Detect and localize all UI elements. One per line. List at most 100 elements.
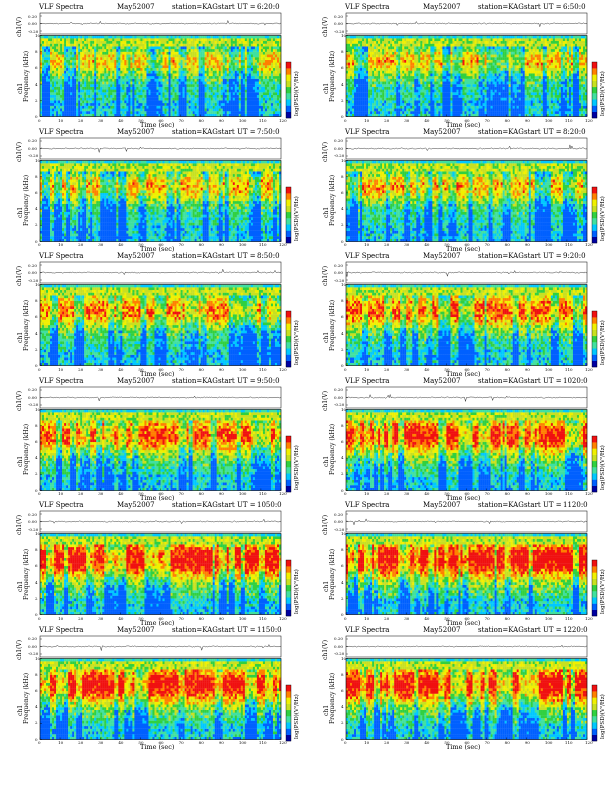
spectrogram-cell xyxy=(388,62,391,66)
spectrogram-cell xyxy=(106,65,109,69)
spectrogram-cell xyxy=(362,46,365,50)
spectrogram-cell xyxy=(234,105,237,109)
spectrogram-cell xyxy=(168,40,171,44)
spectrogram-cell xyxy=(136,49,139,52)
spectrogram-cell xyxy=(152,81,155,85)
spectrogram-cell xyxy=(208,65,211,69)
spectrogram-cell xyxy=(256,67,260,71)
spectrogram-cell xyxy=(98,108,101,112)
spectrogram-cell xyxy=(210,73,213,77)
spectrogram-cell xyxy=(352,103,355,106)
spectrogram-cell xyxy=(390,92,393,96)
spectrogram-cell xyxy=(116,113,119,117)
spectrogram-cell xyxy=(244,38,248,42)
spectrogram-cell xyxy=(356,108,359,112)
x-tick-label: 90 xyxy=(219,118,224,123)
spectrogram-cell xyxy=(254,62,258,66)
spectrogram-cell xyxy=(100,89,103,93)
spectrogram-cell xyxy=(250,59,254,63)
spectrogram-cell xyxy=(148,113,151,117)
spectrogram-cell xyxy=(204,38,207,42)
spectrogram-cell xyxy=(92,62,95,66)
spectrogram-cell xyxy=(144,43,147,47)
spectrogram-cell xyxy=(166,78,169,82)
spectrogram-cell xyxy=(136,59,139,63)
spectrogram-cell xyxy=(404,51,407,55)
spectrogram-cell xyxy=(354,51,357,55)
spectrogram-cell xyxy=(66,113,69,117)
spectrogram-cell xyxy=(250,54,254,58)
spectrogram-cell xyxy=(188,43,191,47)
spectrogram-cell xyxy=(266,108,270,112)
spectrogram-cell xyxy=(122,54,125,58)
spectrogram-cell xyxy=(390,46,393,50)
spectrogram-cell xyxy=(162,103,165,106)
spectrogram-cell xyxy=(278,78,282,82)
spectrogram-cell xyxy=(108,73,111,77)
spectrogram-cell xyxy=(258,105,262,109)
spectrogram-cell xyxy=(166,84,169,87)
spectrogram-cell xyxy=(176,51,179,55)
spectrogram-cell xyxy=(40,65,43,69)
spectrogram-cell xyxy=(56,113,59,117)
spectrogram-cell xyxy=(178,81,181,85)
spectrogram-cell xyxy=(128,86,131,90)
spectrogram-cell xyxy=(232,54,235,58)
spectrogram-cell xyxy=(48,100,51,104)
spectrogram-cell xyxy=(138,97,141,101)
spectrogram-cell xyxy=(114,46,117,50)
spectrogram-cell xyxy=(238,78,241,82)
spectrogram-cell xyxy=(164,100,167,104)
spectrogram-cell xyxy=(152,108,155,112)
spectrogram-cell xyxy=(122,113,125,117)
spectrogram-cell xyxy=(362,54,365,58)
spectrogram-cell xyxy=(246,111,250,114)
spectrogram-cell xyxy=(132,65,135,69)
spectrogram-cell xyxy=(208,67,211,71)
spectrogram-cell xyxy=(100,70,103,74)
spectrogram-cell xyxy=(148,49,151,52)
spectrogram-cell xyxy=(162,65,165,69)
spectrogram-cell xyxy=(420,43,423,47)
spectrogram-cell xyxy=(362,89,365,93)
spectrogram-cell xyxy=(252,35,256,39)
spectrogram-cell xyxy=(262,35,266,39)
spectrogram-cell xyxy=(42,86,45,90)
spectrogram-cell xyxy=(390,54,393,58)
spectrogram-cell xyxy=(72,67,75,71)
spectrogram-cell xyxy=(172,49,175,52)
spectrogram-cell xyxy=(384,51,387,55)
spectrogram-cell xyxy=(430,51,433,55)
spectrogram-cell xyxy=(264,59,268,63)
spectrogram-cell xyxy=(48,59,51,63)
spectrogram-cell xyxy=(412,51,415,55)
spectrogram-cell xyxy=(48,35,51,39)
spectrogram-cell xyxy=(78,40,81,44)
spectrogram-cell xyxy=(54,49,57,52)
spectrogram-cell xyxy=(50,51,53,55)
spectrogram-cell xyxy=(408,108,411,112)
spectrogram-cell xyxy=(102,43,105,47)
spectrogram-cell xyxy=(196,59,199,63)
spectrogram-cell xyxy=(200,86,203,90)
spectrogram-cell xyxy=(352,97,355,101)
spectrogram-cell xyxy=(276,81,280,85)
spectrogram-cell xyxy=(76,81,79,85)
spectrogram-cell xyxy=(148,70,151,74)
spectrogram-cell xyxy=(212,108,215,112)
spectrogram-cell xyxy=(178,78,181,82)
spectrogram-cell xyxy=(430,94,433,98)
spectrogram-cell xyxy=(64,81,67,85)
spectrogram-cell xyxy=(206,89,209,93)
spectrogram-cell xyxy=(64,40,67,44)
spectrogram-cell xyxy=(190,97,193,101)
spectrogram-cell xyxy=(164,97,167,101)
spectrogram-cell xyxy=(404,111,407,114)
spectrogram-cell xyxy=(346,57,349,60)
spectrogram-cell xyxy=(190,81,193,85)
spectrogram-cell xyxy=(68,108,71,112)
spectrogram-cell xyxy=(84,103,87,106)
spectrogram-cell xyxy=(392,38,395,42)
spectrogram-cell xyxy=(408,111,411,114)
spectrogram-cell xyxy=(182,49,185,52)
